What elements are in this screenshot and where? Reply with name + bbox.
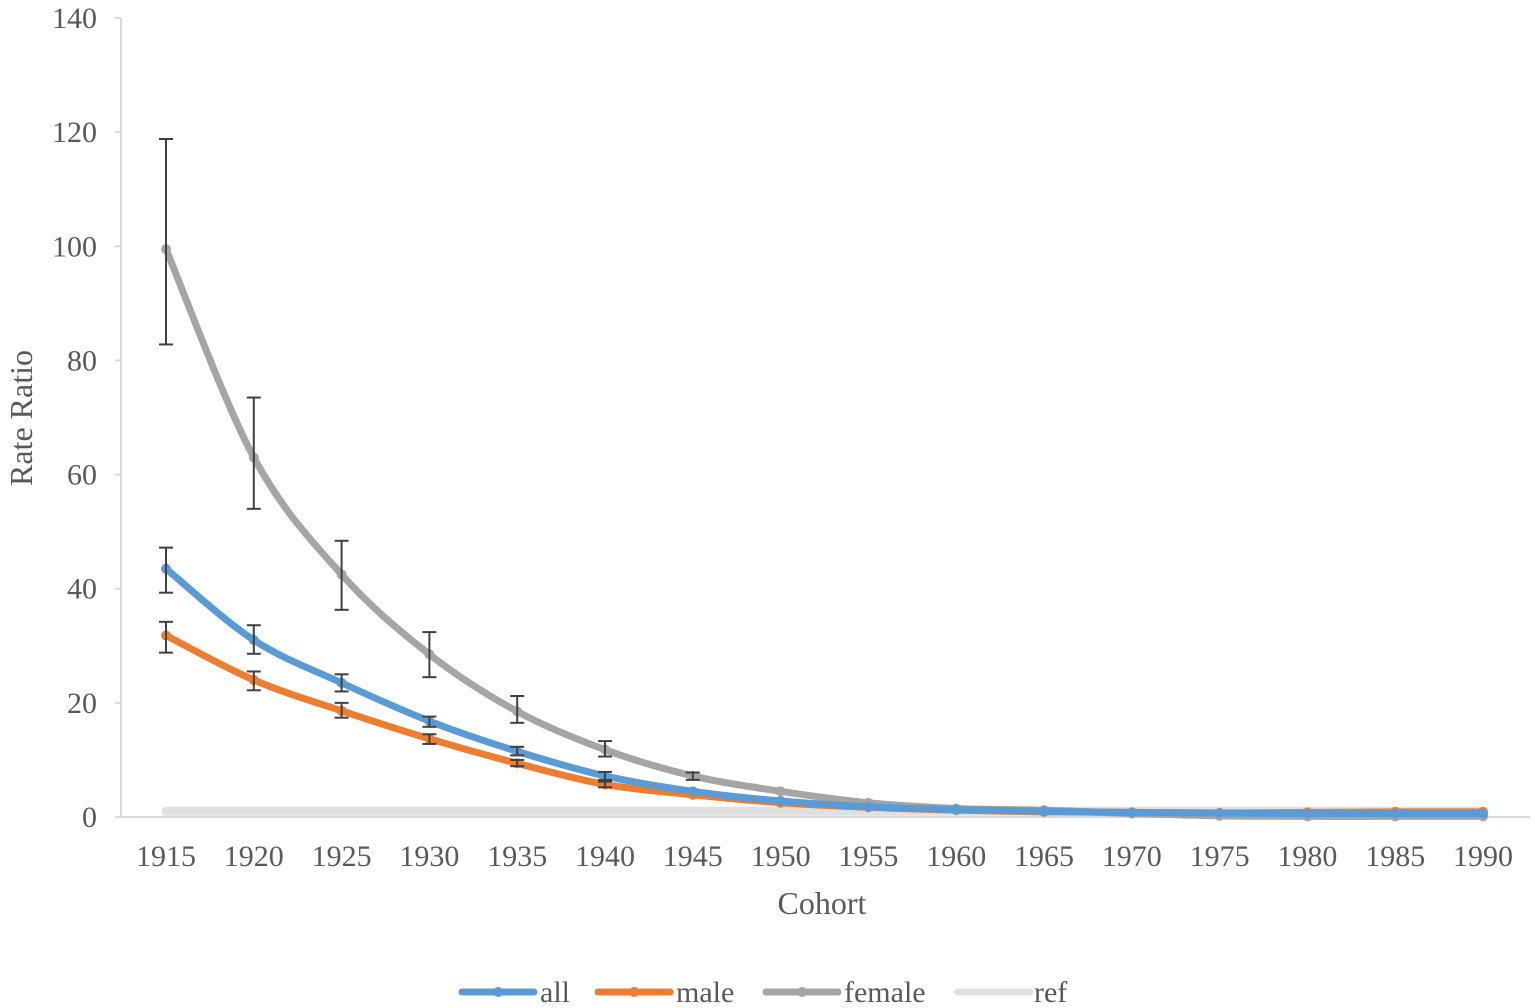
y-axis-title: Rate Ratio: [3, 350, 39, 486]
legend-label-female: female: [844, 976, 926, 1008]
x-tick-label: 1915: [136, 840, 196, 873]
x-tick-label: 1930: [399, 840, 459, 873]
x-tick-label: 1985: [1365, 840, 1425, 873]
data-point-all: [687, 786, 698, 797]
legend-item-female: female: [762, 976, 926, 1008]
data-point-all: [1302, 808, 1313, 819]
data-point-female: [775, 786, 786, 797]
y-tick-label: 100: [52, 230, 97, 263]
data-point-all: [1390, 808, 1401, 819]
x-tick-label: 1955: [838, 840, 898, 873]
series-line-all: [162, 565, 1487, 818]
data-point-all: [951, 804, 962, 815]
legend-marker-female: [797, 987, 807, 997]
x-tick-label: 1965: [1014, 840, 1074, 873]
data-point-all: [1214, 808, 1225, 819]
error-bar-male: [422, 733, 437, 745]
x-tick-label: 1950: [751, 840, 811, 873]
y-tick-label: 140: [52, 2, 97, 35]
x-tick-label: 1945: [663, 840, 723, 873]
series-all: [161, 563, 1488, 819]
error-bar-female: [685, 771, 700, 781]
series-layer: [161, 244, 1488, 822]
x-tick-label: 1975: [1190, 840, 1250, 873]
y-tick-label: 80: [67, 344, 97, 377]
legend: all male female ref: [458, 976, 1067, 1008]
x-tick-label: 1980: [1277, 840, 1337, 873]
series-female: [161, 244, 1488, 822]
data-point-all: [863, 801, 874, 812]
error-bar-all: [159, 546, 173, 594]
legend-item-all: all: [458, 976, 570, 1008]
error-bar-male: [159, 620, 173, 654]
y-tick-label: 60: [67, 459, 97, 492]
x-tick-label: 1990: [1453, 840, 1513, 873]
data-point-all: [1039, 806, 1049, 817]
series-male: [161, 630, 1488, 819]
error-bar-all: [334, 673, 349, 693]
data-point-all: [1478, 808, 1488, 819]
x-tick-label: 1960: [926, 840, 986, 873]
error-bar-all: [246, 624, 261, 655]
series-line-female: [162, 245, 1487, 820]
axes: [120, 18, 1530, 818]
legend-label-ref: ref: [1034, 976, 1067, 1008]
error-bar-female: [510, 695, 525, 724]
error-bar-female: [246, 396, 261, 510]
error-bar-all: [422, 715, 437, 728]
series-line-male: [162, 632, 1487, 817]
error-bar-female: [159, 137, 173, 346]
error-bar-female: [422, 631, 437, 679]
legend-marker-male: [629, 987, 639, 997]
error-bar-female: [598, 740, 612, 758]
error-bar-all: [598, 770, 612, 781]
y-tick-label: 0: [82, 801, 97, 834]
error-bar-male: [246, 670, 261, 692]
error-bar-male: [334, 701, 349, 719]
error-bar-male: [598, 780, 612, 789]
y-tick-label: 20: [67, 687, 97, 720]
y-tick-label: 120: [52, 116, 97, 149]
error-bar-male: [510, 758, 525, 768]
legend-item-ref: ref: [954, 976, 1067, 1008]
x-axis-title: Cohort: [778, 885, 867, 921]
x-tick-labels: 1915 1920 1925 1930 1935 1940 1945 1950 1955 1960…: [136, 840, 1513, 873]
x-tick-label: 1940: [575, 840, 635, 873]
x-tick-label: 1920: [224, 840, 284, 873]
x-tick-label: 1970: [1102, 840, 1162, 873]
error-bar-female: [334, 539, 349, 611]
error-bars: [159, 137, 700, 789]
legend-label-all: all: [540, 976, 570, 1008]
error-bar-all: [510, 745, 525, 757]
x-tick-label: 1925: [312, 840, 372, 873]
data-point-all: [1126, 807, 1137, 818]
legend-item-male: male: [594, 976, 734, 1008]
y-tick-labels: 0 20 40 60 80 100 120 140: [52, 2, 121, 834]
x-tick-label: 1935: [487, 840, 547, 873]
legend-marker-all: [493, 987, 503, 997]
y-tick-label: 40: [67, 573, 97, 606]
data-point-all: [775, 796, 786, 807]
legend-label-male: male: [676, 976, 734, 1008]
